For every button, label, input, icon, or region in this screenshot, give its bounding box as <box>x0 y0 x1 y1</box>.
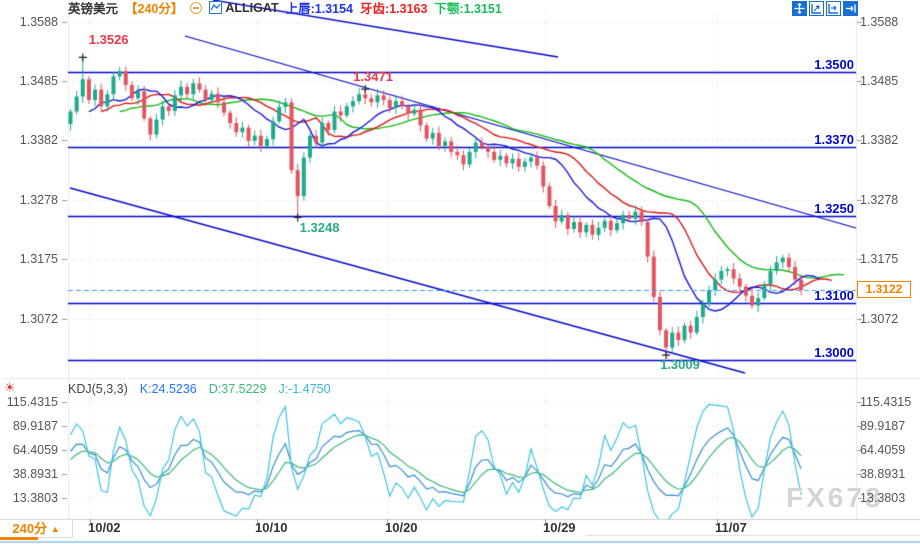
kdj-axis-label: 13.3803 <box>860 490 906 505</box>
fx678-watermark: FX678 <box>786 482 884 513</box>
price-axis-label: 1.3588 <box>19 14 58 29</box>
kdj-axis-label: 115.4315 <box>6 395 58 409</box>
collapse-indicator-icon[interactable] <box>190 1 203 14</box>
kdj-axis-label: 89.9187 <box>860 418 906 433</box>
indicator-name: ALLIGAT <box>225 0 279 15</box>
alligator-jaw-value: 下颚:1.3151 <box>434 2 502 16</box>
level-label: 1.3370 <box>814 132 854 148</box>
symbol-name: 英镑美元 <box>68 2 119 16</box>
kdj-d-value: D:37.5229 <box>208 381 267 396</box>
chart-header: 英镑美元 【240分】 ALLIGAT 上唇:1.3154 牙齿:1.3163 … <box>68 0 502 17</box>
date-label: 10/20 <box>385 520 418 535</box>
level-label: 1.3000 <box>814 345 854 361</box>
kdj-axis-label: 115.4315 <box>860 395 912 409</box>
price-axis-label: 1.3278 <box>19 193 58 208</box>
alert-sun-icon[interactable]: ☀ <box>4 380 16 395</box>
kdj-j-value: J:-1.4750 <box>278 381 331 396</box>
annotation-label: 1.3471 <box>353 69 393 85</box>
step-chart-icon[interactable] <box>826 1 841 16</box>
date-label: 10/29 <box>543 520 576 535</box>
date-label: 10/10 <box>255 520 288 535</box>
current-price-tag: 1.3122 <box>857 281 911 298</box>
kdj-axis-label: 64.4059 <box>12 442 58 457</box>
alligator-teeth-value: 牙齿:1.3163 <box>360 2 428 16</box>
price-axis-label: 1.3175 <box>19 252 58 267</box>
kdj-axis-label: 89.9187 <box>12 418 58 433</box>
price-axis-label: 1.3382 <box>19 133 58 148</box>
annotation-label: 1.3248 <box>299 220 340 236</box>
triangle-up-icon: ▲ <box>50 524 60 534</box>
price-axis-label: 1.3588 <box>860 14 899 29</box>
annotation-label: 1.3009 <box>660 357 700 373</box>
price-axis-label: 1.3278 <box>860 193 899 208</box>
kdj-title: KDJ(5,3,3) <box>68 381 128 396</box>
level-label: 1.3100 <box>814 287 854 303</box>
alligator-lip-value: 上唇:1.3154 <box>285 2 354 16</box>
indicator-title: ALLIGAT <box>209 0 279 15</box>
timeframe-active-underline <box>0 537 38 540</box>
level-label: 1.3250 <box>814 201 854 217</box>
price-axis-label: 1.3485 <box>860 74 899 88</box>
fit-chart-icon[interactable] <box>809 1 824 16</box>
date-label: 10/02 <box>88 520 121 535</box>
kdj-header: KDJ(5,3,3) K:24.5236 D:37.5229 J:-1.4750 <box>68 381 331 396</box>
kdj-axis-label: 64.4059 <box>860 442 906 457</box>
annotation-label: 1.3526 <box>88 32 129 48</box>
chart-toolbar <box>792 1 858 16</box>
price-axis-label: 1.3175 <box>860 252 899 267</box>
price-axis-label: 1.3072 <box>860 311 899 326</box>
exit-chart-icon[interactable] <box>843 1 858 16</box>
price-axis-label: 1.3382 <box>860 133 899 148</box>
pan-icon[interactable] <box>792 1 807 16</box>
timeframe-selector[interactable]: 240分 ▲ <box>0 519 73 538</box>
date-label: 11/07 <box>715 520 747 535</box>
kdj-axis-label: 38.8931 <box>12 466 58 481</box>
kdj-axis-label: 13.3803 <box>12 490 58 505</box>
kdj-axis-label: 38.8931 <box>860 466 906 481</box>
kdj-k-value: K:24.5236 <box>139 381 197 396</box>
price-axis-label: 1.3485 <box>19 74 58 88</box>
level-label: 1.3500 <box>814 57 854 73</box>
timeframe-label: 【240分】 <box>125 2 184 16</box>
line-chart-icon <box>209 1 223 14</box>
price-axis-label: 1.3072 <box>19 311 58 326</box>
